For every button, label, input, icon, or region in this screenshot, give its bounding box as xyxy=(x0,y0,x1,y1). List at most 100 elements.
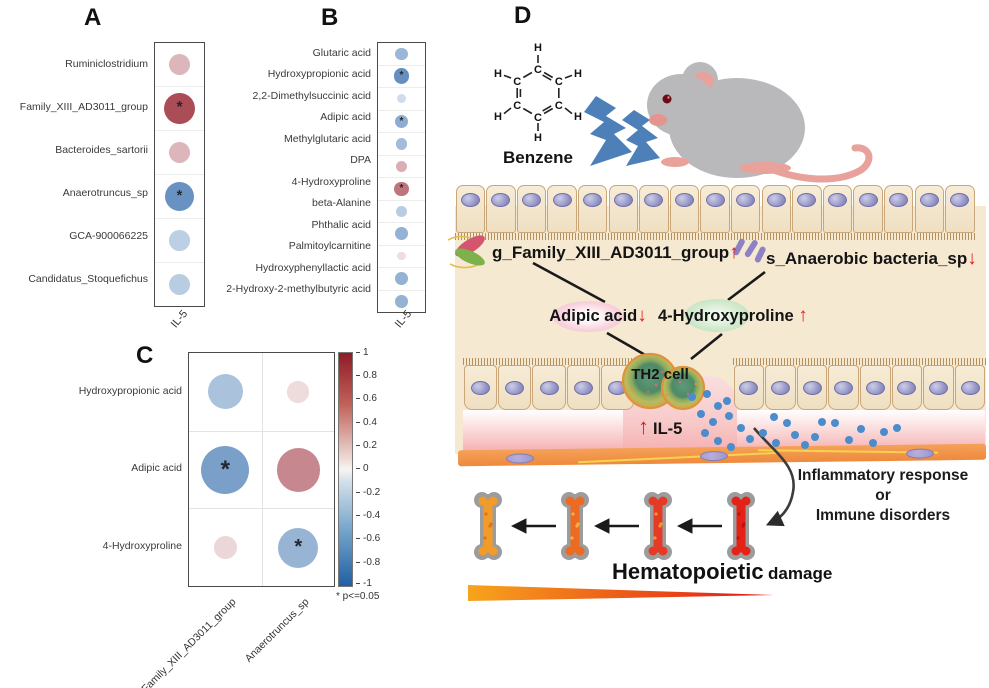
colorbar-tick: 0 xyxy=(356,463,369,474)
epithelial-cells xyxy=(463,365,635,410)
epithelial-cell xyxy=(669,185,700,233)
epithelial-cell xyxy=(822,185,853,233)
colorbar-tick: -1 xyxy=(356,578,372,589)
cell-nucleus xyxy=(865,380,885,395)
panel-c-x-axis-label: Family_XIII_AD3011_group xyxy=(139,596,239,688)
correlation-dot: * xyxy=(165,182,194,211)
row-label: Glutaric acid xyxy=(312,46,371,59)
row-label: Ruminiclostridium xyxy=(65,57,148,70)
bacteria1-label: g_Family_XIII_AD3011_group xyxy=(492,243,730,262)
row-label: 2-Hydroxy-2-methylbutyric acid xyxy=(226,283,371,296)
epithelial-cell xyxy=(463,365,497,410)
correlation-dot xyxy=(395,272,408,286)
panel-c-plot-area: * * xyxy=(188,352,335,587)
correlation-dot xyxy=(213,536,237,560)
cell-nucleus xyxy=(705,193,725,207)
correlation-dot: * xyxy=(201,445,250,494)
correlation-dot xyxy=(169,142,190,163)
brush-border xyxy=(733,358,986,365)
panel-c-row-labels: Hydroxypropionic acid Adipic acid 4-Hydr… xyxy=(23,352,188,587)
epithelium-row-bottom-left xyxy=(463,358,635,410)
cell-nucleus xyxy=(644,193,664,207)
hydroxyproline-oval xyxy=(685,299,749,332)
epithelial-cell xyxy=(733,365,765,410)
panel-a-chart: Ruminiclostridium Family_XIII_AD3011_gro… xyxy=(2,42,205,307)
up-arrow: ↑ xyxy=(729,242,739,263)
epithelial-cell xyxy=(796,365,828,410)
epithelial-cell xyxy=(860,365,891,410)
panel-a-label: A xyxy=(84,4,102,31)
bacteria2-annotation: s_Anaerobic bacteria_sp↓ xyxy=(766,248,977,270)
epithelial-cell xyxy=(883,185,914,233)
correlation-dot xyxy=(169,230,190,251)
epithelial-cells xyxy=(733,365,986,410)
row-label: beta-Alanine xyxy=(312,197,371,210)
metabolite1-label: Adipic acid xyxy=(549,307,638,325)
metabolite2-annotation: 4-Hydroxyproline ↑ xyxy=(658,305,808,327)
colorbar-tick: 0.8 xyxy=(356,370,377,381)
row-label: Methylglutaric acid xyxy=(284,132,371,145)
damage-word-sub: damage xyxy=(768,564,833,583)
cell-nucleus xyxy=(573,380,593,395)
row-label: Adipic acid xyxy=(320,111,371,124)
row-label: Hydroxyphenyllactic acid xyxy=(255,261,371,274)
bone-icon xyxy=(644,492,672,560)
benzene-molecule-icon: C C C C C C H H H H H H xyxy=(494,42,582,144)
carbon-atom: C xyxy=(534,64,542,76)
row-label: Palmitoylcarnitine xyxy=(288,240,371,253)
hydrogen-atom: H xyxy=(494,68,502,80)
hydrogen-atom: H xyxy=(494,111,502,123)
correlation-dot xyxy=(395,294,408,308)
row-label: 4-Hydroxyproline xyxy=(291,175,371,188)
cell-nucleus xyxy=(613,193,633,207)
row-label: Anaerotruncus_sp xyxy=(62,186,148,199)
correlation-dot: * xyxy=(394,181,409,196)
severity-gradient-wedge xyxy=(468,585,774,601)
cell-nucleus xyxy=(950,193,970,207)
carbon-atom: C xyxy=(513,76,521,88)
row-label: Hydroxypropionic acid xyxy=(267,68,371,81)
panel-a-row-labels: Ruminiclostridium Family_XIII_AD3011_gro… xyxy=(2,42,154,307)
cell-nucleus xyxy=(521,193,541,207)
epithelial-cell xyxy=(761,185,791,233)
epithelial-cell xyxy=(945,185,975,233)
bone-icon xyxy=(727,492,755,560)
epithelial-cell xyxy=(891,365,923,410)
row-label: Family_XIII_AD3011_group xyxy=(19,100,148,113)
cell-nucleus xyxy=(552,193,572,207)
cell-nucleus xyxy=(858,193,878,207)
correlation-dot xyxy=(395,47,408,60)
th2-cell-label: TH2 cell xyxy=(631,366,689,383)
correlation-dot xyxy=(287,381,310,403)
bacteria2-label: s_Anaerobic bacteria_sp xyxy=(766,249,968,268)
anaerobic-bacteria-icon xyxy=(733,238,766,263)
mouse-icon xyxy=(647,62,873,183)
row-label: Hydroxypropionic acid xyxy=(78,384,182,397)
correlation-dot: * xyxy=(393,68,410,85)
lightning-bolts-icon xyxy=(584,96,660,166)
up-arrow: ↑ xyxy=(638,414,649,439)
cell-nucleus xyxy=(802,380,822,395)
correlation-dot xyxy=(169,54,190,75)
correlation-dot xyxy=(169,274,190,295)
panel-a-plot-area: * * xyxy=(154,42,205,307)
damage-word-main: Hematopoietic xyxy=(612,559,764,584)
cell-nucleus xyxy=(897,380,917,395)
correlation-dot xyxy=(396,94,407,104)
row-label: 4-Hydroxyproline xyxy=(102,540,182,553)
panel-c-chart: Hydroxypropionic acid Adipic acid 4-Hydr… xyxy=(23,352,335,587)
correlation-dot xyxy=(395,137,408,150)
panel-d-diagram: D C C C xyxy=(440,0,989,688)
panel-c-label: C xyxy=(136,342,154,369)
row-label: Candidatus_Stoquefichus xyxy=(28,272,148,285)
epithelial-cell xyxy=(516,185,547,233)
correlation-dot: * xyxy=(163,92,196,125)
cell-nucleus xyxy=(583,193,603,207)
epithelial-cell xyxy=(608,185,638,233)
bone-icon xyxy=(474,492,502,560)
cell-nucleus xyxy=(919,193,939,207)
epithelium-row-top xyxy=(455,185,975,240)
carbon-atom: C xyxy=(555,100,563,112)
panel-b-x-axis-label: IL-5 xyxy=(392,308,415,331)
